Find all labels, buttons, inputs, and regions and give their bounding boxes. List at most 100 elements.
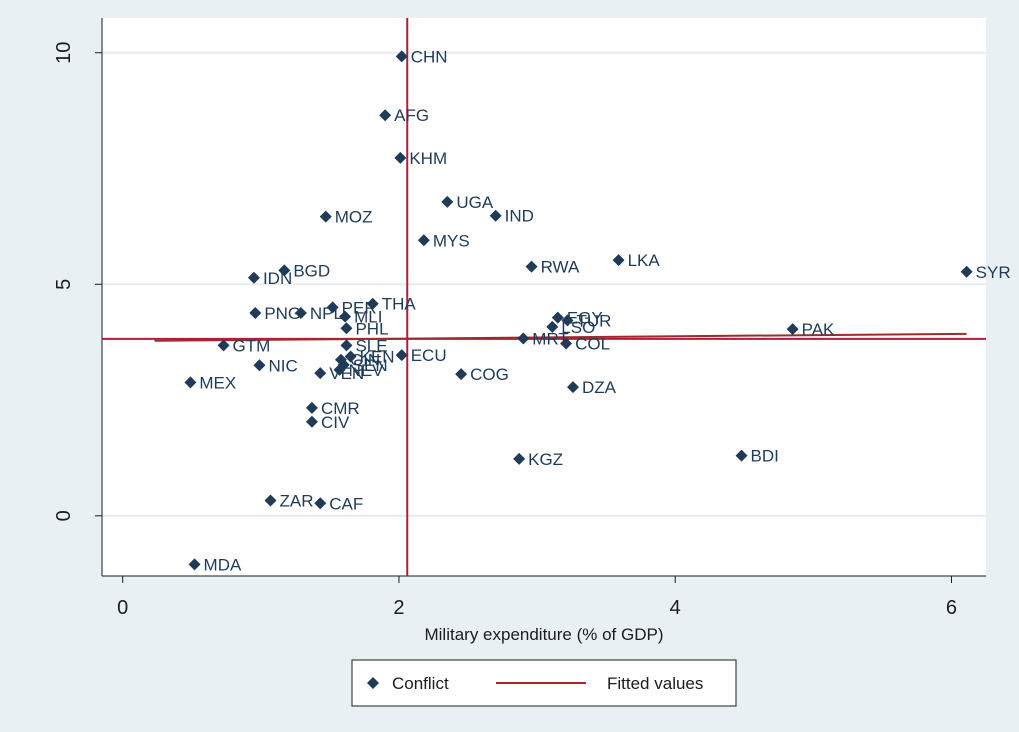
point-label: NPL bbox=[310, 304, 343, 323]
point-marker bbox=[305, 415, 318, 428]
point-label: MRT bbox=[532, 329, 569, 348]
point-label: AFG bbox=[394, 106, 429, 125]
data-point-civ: CIV bbox=[305, 413, 350, 432]
data-point-moz: MOZ bbox=[319, 208, 373, 227]
point-marker bbox=[326, 301, 339, 314]
point-marker bbox=[561, 314, 574, 327]
point-marker bbox=[184, 376, 197, 389]
point-label: PHL bbox=[355, 319, 388, 338]
point-label: MOZ bbox=[335, 208, 373, 227]
data-point-caf: CAF bbox=[314, 494, 363, 513]
y-ticks: 0 5 10 bbox=[53, 42, 102, 521]
data-point-idn: IDN bbox=[247, 269, 292, 288]
point-label: CAF bbox=[329, 494, 363, 513]
point-label: EGY bbox=[567, 309, 603, 328]
reference-lines bbox=[102, 18, 986, 576]
point-marker bbox=[314, 497, 327, 510]
point-label: LSO bbox=[561, 318, 595, 337]
point-label: TUR bbox=[576, 311, 611, 330]
y-tick-label: 10 bbox=[53, 42, 75, 64]
point-marker bbox=[560, 337, 573, 350]
point-marker bbox=[340, 322, 353, 335]
fitted-values-line bbox=[154, 332, 967, 342]
point-label: PNG bbox=[264, 304, 301, 323]
point-label: VEN bbox=[329, 364, 364, 383]
point-label: MDA bbox=[204, 555, 242, 574]
point-marker bbox=[455, 368, 468, 381]
data-point-zar: ZAR bbox=[264, 492, 314, 511]
data-point-nev: NEV bbox=[333, 361, 385, 380]
point-marker bbox=[517, 332, 530, 345]
data-point-ecu: ECU bbox=[395, 346, 447, 365]
data-point-egy: EGY bbox=[551, 309, 603, 328]
point-marker bbox=[294, 306, 307, 319]
data-point-mrt: MRT bbox=[517, 329, 569, 348]
point-label: KGZ bbox=[528, 450, 563, 469]
point-label: BDI bbox=[751, 447, 779, 466]
point-label: MLI bbox=[354, 308, 382, 327]
point-marker bbox=[340, 339, 353, 352]
x-tick-label: 2 bbox=[393, 597, 404, 619]
data-point-mda: MDA bbox=[188, 555, 242, 574]
point-label: ECU bbox=[411, 346, 447, 365]
point-marker bbox=[217, 339, 230, 352]
data-point-phl: PHL bbox=[340, 319, 389, 338]
data-point-ken: KEN bbox=[344, 348, 395, 367]
data-point-afg: AFG bbox=[379, 106, 429, 125]
point-label: UGA bbox=[456, 193, 494, 212]
point-marker bbox=[546, 320, 559, 333]
point-label: COG bbox=[470, 365, 509, 384]
point-marker bbox=[525, 260, 538, 273]
data-point-chn: CHN bbox=[395, 47, 448, 66]
point-marker bbox=[305, 401, 318, 414]
point-label: NEV bbox=[349, 361, 385, 380]
fitted-line-group bbox=[154, 332, 967, 342]
point-label: LKA bbox=[628, 251, 661, 270]
data-point-khm: KHM bbox=[394, 149, 447, 168]
data-point-uga: UGA bbox=[441, 193, 494, 212]
plot-area bbox=[102, 18, 986, 576]
point-marker bbox=[339, 310, 352, 323]
legend-label-conflict: Conflict bbox=[392, 674, 449, 693]
data-point-nic: NIC bbox=[253, 356, 298, 375]
point-label: GIN bbox=[350, 351, 380, 370]
data-point-bdi: BDI bbox=[735, 447, 779, 466]
point-marker bbox=[513, 452, 526, 465]
gridlines bbox=[102, 51, 986, 517]
data-point-mex: MEX bbox=[184, 373, 236, 392]
point-marker bbox=[567, 381, 580, 394]
point-label: MYS bbox=[433, 231, 470, 250]
point-label: SLE bbox=[355, 336, 387, 355]
data-point-tur: TUR bbox=[561, 311, 611, 330]
point-label: KEN bbox=[360, 348, 395, 367]
x-ticks: 0 2 4 6 bbox=[117, 576, 957, 619]
point-marker bbox=[247, 271, 260, 284]
data-point-npl: NPL bbox=[294, 304, 343, 323]
point-marker bbox=[417, 234, 430, 247]
point-label: IND bbox=[505, 207, 534, 226]
point-marker bbox=[960, 265, 973, 278]
y-tick-label: 0 bbox=[53, 510, 75, 521]
x-tick-label: 0 bbox=[117, 597, 128, 619]
point-label: SEN bbox=[353, 356, 388, 375]
point-label: DZA bbox=[582, 378, 617, 397]
point-label: GTM bbox=[233, 336, 271, 355]
point-label: KHM bbox=[409, 149, 447, 168]
point-marker bbox=[394, 151, 407, 164]
data-point-ind: IND bbox=[489, 207, 534, 226]
data-point-lka: LKA bbox=[612, 251, 661, 270]
point-marker bbox=[379, 109, 392, 122]
data-point-syr: SYR bbox=[960, 263, 1011, 282]
data-point-tha: THA bbox=[366, 295, 417, 314]
data-point-cog: COG bbox=[455, 365, 509, 384]
data-point-dza: DZA bbox=[567, 378, 617, 397]
point-label: RWA bbox=[541, 258, 580, 277]
point-label: THA bbox=[382, 295, 417, 314]
point-label: NIC bbox=[268, 356, 297, 375]
legend: Conflict Fitted values bbox=[351, 659, 737, 707]
data-point-lso: LSO bbox=[546, 318, 595, 337]
point-marker bbox=[395, 349, 408, 362]
x-axis-title: Military expenditure (% of GDP) bbox=[424, 625, 663, 644]
